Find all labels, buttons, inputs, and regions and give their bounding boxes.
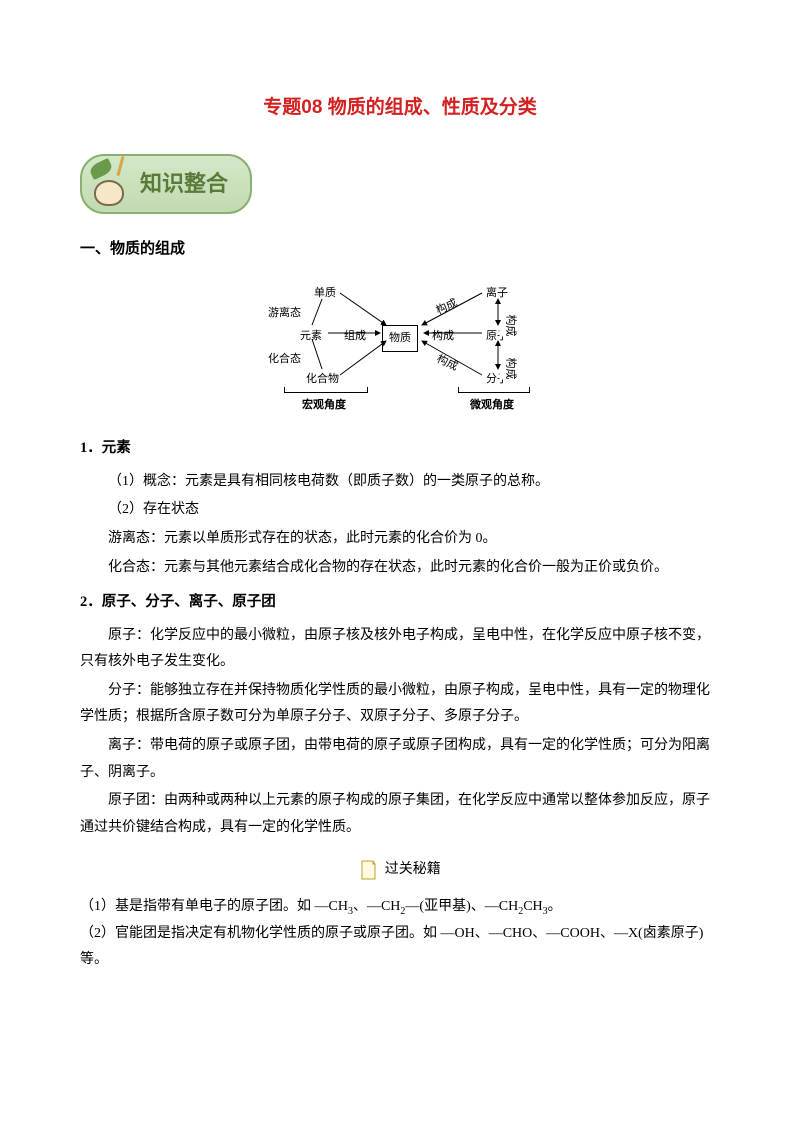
para-1-2: （2）存在状态 — [80, 497, 720, 524]
para-2-3: 离子：带电荷的原子或原子团，由带电荷的原子或原子团构成，具有一定的化学性质；可分… — [80, 733, 720, 786]
diagram-edge-zucheng: 组成 — [344, 326, 366, 347]
page-title: 专题08 物质的组成、性质及分类 — [80, 90, 720, 126]
diagram-edge-goucheng-mid: 构成 — [432, 326, 454, 347]
banner-text: 知识整合 — [140, 163, 228, 205]
diagram-brace-right — [458, 387, 530, 393]
diagram-edge-goucheng-r2: 构成 — [500, 358, 521, 380]
diagram-right-top: 离子 — [486, 283, 508, 304]
banner: 知识整合 — [80, 154, 720, 217]
para-2-2: 分子：能够独立存在并保持物质化学性质的最小微粒，由原子构成，呈电中性，具有一定的… — [80, 678, 720, 731]
para-2-1: 原子：化学反应中的最小微粒，由原子核及核外电子构成，呈电中性，在化学反应中原子核… — [80, 623, 720, 676]
tip-1-b: 、—CH — [353, 899, 400, 914]
diagram-center: 物质 — [382, 325, 418, 352]
para-1-4: 化合态：元素与其他元素结合成化合物的存在状态，此时元素的化合价一般为正价或负价。 — [80, 555, 720, 582]
diagram-left-mid: 元素 — [300, 326, 322, 347]
sub-heading-2: 2．原子、分子、离子、原子团 — [80, 589, 720, 617]
tip-label: 过关秘籍 — [385, 862, 441, 877]
diagram-left-top: 单质 — [314, 283, 336, 304]
para-1-1: （1）概念：元素是具有相同核电荷数（即质子数）的一类原子的总称。 — [80, 469, 720, 496]
tip-para-2: （2）官能团是指决定有机物化学性质的原子或原子团。如 —OH、—CHO、—COO… — [80, 921, 720, 974]
composition-diagram: 物质 单质 元素 化合物 游离态 化合态 离子 原子 分子 组成 构成 构成 构… — [80, 277, 720, 417]
coconut-icon — [88, 162, 132, 206]
diagram-edge-goucheng-bot: 构成 — [433, 350, 462, 378]
diagram-left-label-top: 游离态 — [268, 303, 301, 324]
para-2-4: 原子团：由两种或两种以上元素的原子构成的原子集团，在化学反应中通常以整体参加反应… — [80, 788, 720, 841]
tip-para-1: （1）基是指带有单电子的原子团。如 —CH3、—CH2—(亚甲基)、—CH2CH… — [80, 894, 720, 921]
tip-1-d: CH — [523, 899, 542, 914]
banner-box: 知识整合 — [80, 154, 252, 214]
tip-1-e: 。 — [548, 899, 562, 914]
diagram-edge-goucheng-top: 构成 — [433, 294, 462, 322]
diagram-edge-goucheng-r1: 构成 — [500, 315, 521, 337]
diagram-footer-left: 宏观角度 — [302, 395, 346, 416]
section-heading-1: 一、物质的组成 — [80, 235, 720, 264]
note-icon — [359, 859, 377, 881]
diagram-brace-left — [284, 387, 368, 393]
tip-1-a: （1）基是指带有单电子的原子团。如 —CH — [80, 899, 348, 914]
tip-header: 过关秘籍 — [80, 857, 720, 884]
para-1-3: 游离态：元素以单质形式存在的状态，此时元素的化合价为 0。 — [80, 526, 720, 553]
sub-heading-1: 1．元素 — [80, 435, 720, 463]
diagram-footer-right: 微观角度 — [470, 395, 514, 416]
tip-1-c: —(亚甲基)、—CH — [405, 899, 518, 914]
diagram-left-label-bot: 化合态 — [268, 349, 301, 370]
